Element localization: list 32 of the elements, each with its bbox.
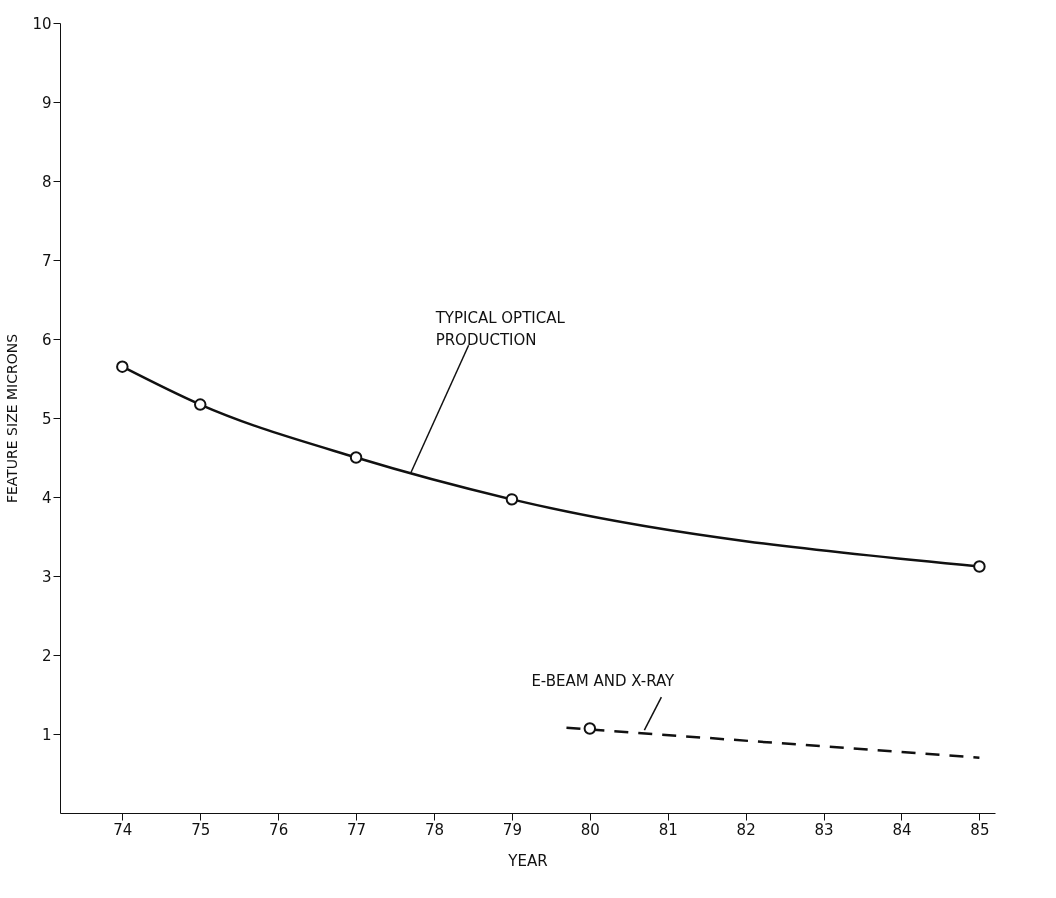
y-tick-label: 6 bbox=[41, 330, 52, 349]
x-tick-label: 77 bbox=[347, 820, 367, 839]
y-tick-label: 10 bbox=[32, 14, 52, 33]
annotation: TYPICAL OPTICAL PRODUCTION bbox=[434, 309, 566, 350]
x-tick-label: 84 bbox=[892, 820, 912, 839]
y-tick-label: 9 bbox=[41, 93, 52, 112]
x-tick-label: 76 bbox=[269, 820, 289, 839]
point bbox=[194, 398, 207, 411]
point bbox=[349, 451, 363, 464]
point bbox=[116, 360, 129, 373]
x-tick-label: 82 bbox=[736, 820, 756, 839]
point bbox=[583, 722, 597, 735]
y-tick-label: 3 bbox=[41, 567, 52, 586]
x-tick-label: 78 bbox=[424, 820, 445, 839]
y-tick-label: 8 bbox=[41, 172, 52, 191]
point bbox=[973, 560, 986, 573]
x-tick-label: 85 bbox=[970, 820, 990, 839]
annotation: E-BEAM AND X-RAY bbox=[531, 672, 676, 691]
y-tick-label: 1 bbox=[41, 725, 52, 744]
x-tick-label: 75 bbox=[191, 820, 211, 839]
x-tick-label: 79 bbox=[502, 820, 522, 839]
y-tick-label: 2 bbox=[41, 646, 52, 665]
y-axis-title: FEATURE SIZE MICRONS bbox=[4, 333, 21, 504]
x-axis-title: YEAR bbox=[507, 851, 548, 870]
point bbox=[505, 493, 519, 506]
y-tick-label: 5 bbox=[41, 409, 52, 428]
y-tick-label: 7 bbox=[41, 251, 52, 270]
x-tick-label: 81 bbox=[658, 820, 678, 839]
x-tick-label: 83 bbox=[814, 820, 834, 839]
y-tick-label: 4 bbox=[41, 488, 52, 507]
x-tick-label: 80 bbox=[580, 820, 600, 839]
x-tick-label: 74 bbox=[113, 820, 133, 839]
